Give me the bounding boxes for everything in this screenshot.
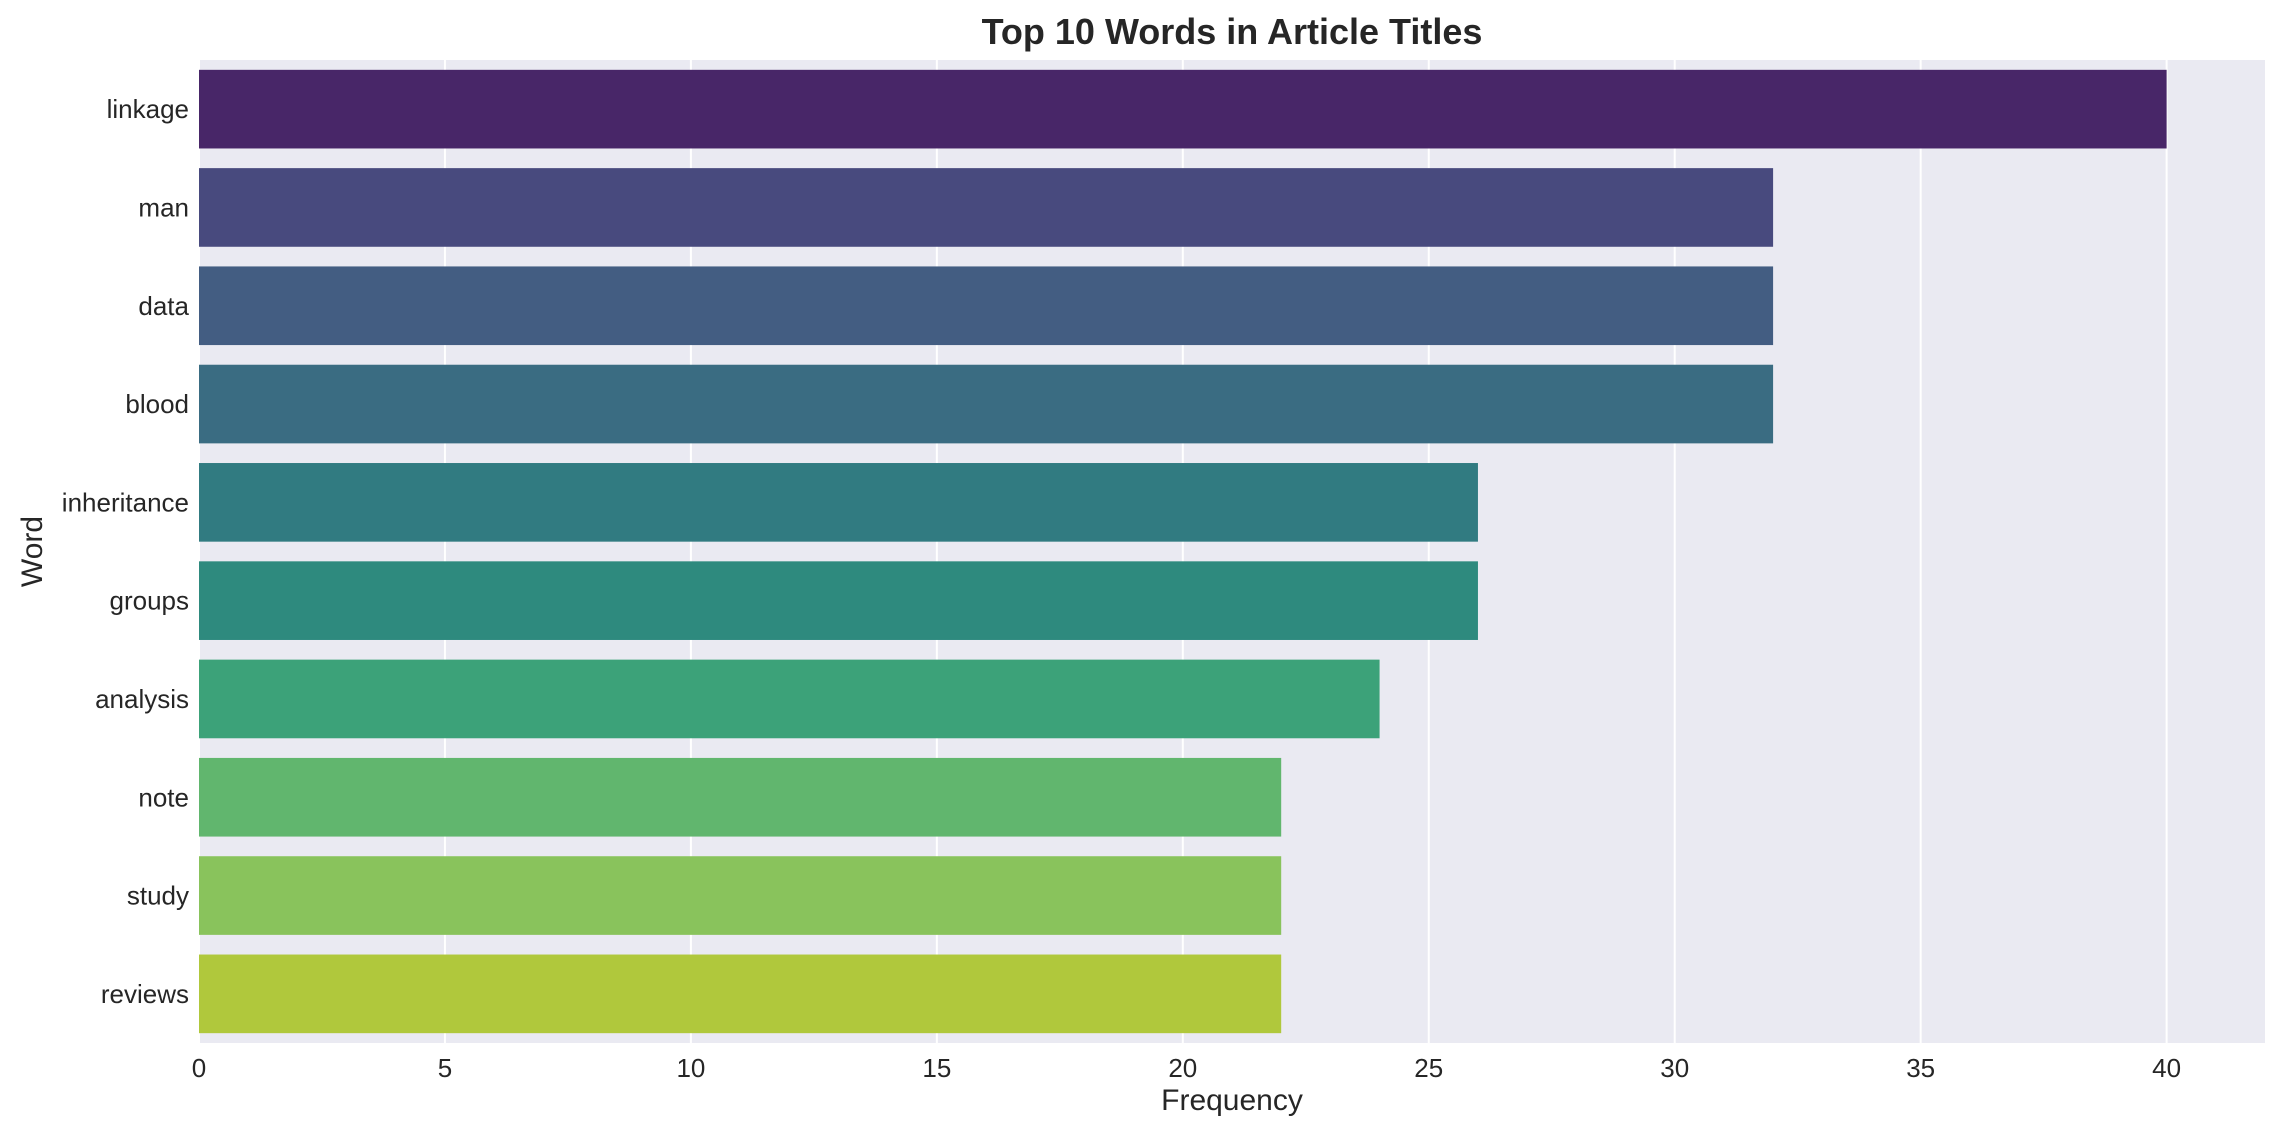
y-tick-label: data xyxy=(138,291,189,321)
x-tick-label: 35 xyxy=(1906,1053,1935,1083)
bar-man xyxy=(199,168,1774,247)
x-tick-label: 30 xyxy=(1660,1053,1689,1083)
y-tick-label: note xyxy=(138,782,189,812)
x-tick-label: 0 xyxy=(192,1053,206,1083)
bar-groups xyxy=(199,561,1478,640)
y-tick-label: linkage xyxy=(107,94,189,124)
x-tick-label: 40 xyxy=(2152,1053,2181,1083)
y-tick-label: study xyxy=(127,881,189,911)
y-tick-labels: linkage man data blood inheritance groups anal… xyxy=(62,94,190,1009)
y-tick-label: blood xyxy=(125,389,189,419)
bar-linkage xyxy=(199,69,2167,149)
bar-study xyxy=(199,856,1282,935)
bar-analysis xyxy=(199,659,1380,739)
bars xyxy=(199,69,2167,1034)
y-tick-label: analysis xyxy=(95,684,189,714)
bar-reviews xyxy=(199,954,1282,1034)
y-axis-label: Word xyxy=(16,516,49,587)
x-tick-label: 20 xyxy=(1168,1053,1197,1083)
bar-blood xyxy=(199,364,1774,444)
x-tick-labels: 0 5 10 15 20 25 30 35 40 xyxy=(192,1053,2181,1083)
y-tick-label: groups xyxy=(110,586,190,616)
bar-note xyxy=(199,757,1282,837)
x-tick-label: 25 xyxy=(1414,1053,1443,1083)
y-tick-label: reviews xyxy=(101,979,189,1009)
x-tick-label: 10 xyxy=(676,1053,705,1083)
x-tick-label: 15 xyxy=(922,1053,951,1083)
y-tick-label: inheritance xyxy=(62,487,189,517)
bar-inheritance xyxy=(199,463,1478,542)
x-tick-label: 5 xyxy=(438,1053,452,1083)
bar-data xyxy=(199,266,1774,346)
x-axis-label: Frequency xyxy=(1161,1084,1303,1117)
chart-title: Top 10 Words in Article Titles xyxy=(982,11,1483,52)
y-tick-label: man xyxy=(138,192,189,222)
